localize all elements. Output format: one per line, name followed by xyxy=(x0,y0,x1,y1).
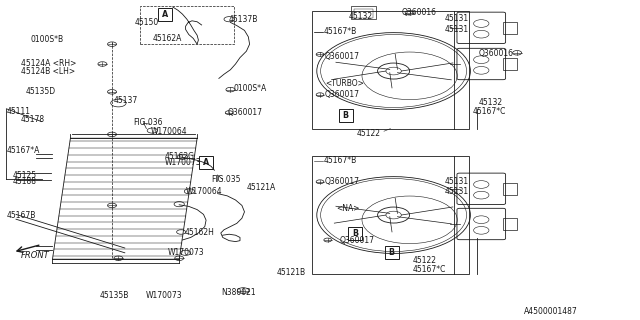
Text: A: A xyxy=(203,158,209,167)
Bar xyxy=(312,156,469,274)
Text: 45131: 45131 xyxy=(445,187,469,196)
Bar xyxy=(351,6,376,19)
Text: 45125: 45125 xyxy=(13,171,37,180)
Text: W170073: W170073 xyxy=(168,248,204,257)
Text: N380021: N380021 xyxy=(221,288,255,297)
Text: 45162A: 45162A xyxy=(152,34,182,43)
Text: 45178: 45178 xyxy=(21,115,45,124)
Text: <TURBO>: <TURBO> xyxy=(325,79,364,88)
Bar xyxy=(158,8,172,21)
Bar xyxy=(140,6,234,44)
Text: Q360017: Q360017 xyxy=(325,52,360,61)
Text: B: B xyxy=(352,229,358,238)
Bar xyxy=(503,58,517,70)
Text: 45122: 45122 xyxy=(357,129,381,138)
Text: B: B xyxy=(342,111,349,120)
Text: W170064: W170064 xyxy=(186,187,222,196)
Text: W170064: W170064 xyxy=(151,127,188,136)
Text: 45137B: 45137B xyxy=(229,15,259,24)
Text: B: B xyxy=(388,248,395,257)
Text: Q360016: Q360016 xyxy=(479,49,514,58)
Text: 0100S*B: 0100S*B xyxy=(31,36,64,44)
Bar xyxy=(503,22,517,34)
Text: 45188: 45188 xyxy=(13,177,36,186)
Text: 45111: 45111 xyxy=(6,108,31,116)
Text: 45137: 45137 xyxy=(113,96,138,105)
Text: 45167*B: 45167*B xyxy=(323,156,356,165)
Text: Q360017: Q360017 xyxy=(227,108,262,117)
Text: 45167*B: 45167*B xyxy=(323,28,356,36)
Text: Q360017: Q360017 xyxy=(339,236,374,245)
Text: 45131: 45131 xyxy=(445,25,469,34)
Bar xyxy=(339,109,353,122)
Text: 45167*C: 45167*C xyxy=(472,108,506,116)
Text: 45124B <LH>: 45124B <LH> xyxy=(21,67,76,76)
Text: 45135D: 45135D xyxy=(26,87,56,96)
Text: W170073: W170073 xyxy=(165,158,202,167)
Text: 45162H: 45162H xyxy=(184,228,214,237)
Bar xyxy=(348,227,362,240)
Text: A: A xyxy=(162,10,168,19)
Text: Q360017: Q360017 xyxy=(325,90,360,99)
Text: 0100S*A: 0100S*A xyxy=(234,84,267,93)
Text: FIG.035: FIG.035 xyxy=(211,175,241,184)
Text: 45167*A: 45167*A xyxy=(6,146,40,155)
Text: 45122: 45122 xyxy=(413,256,437,265)
Text: 45131: 45131 xyxy=(445,177,469,186)
Bar xyxy=(354,9,373,18)
Text: W170073: W170073 xyxy=(146,292,182,300)
Text: 45124A <RH>: 45124A <RH> xyxy=(21,60,77,68)
Text: 45131: 45131 xyxy=(445,14,469,23)
Text: Q360016: Q360016 xyxy=(401,8,436,17)
Bar xyxy=(199,156,213,169)
Bar xyxy=(312,11,469,129)
Text: 45167*C: 45167*C xyxy=(413,265,446,274)
Text: 45132: 45132 xyxy=(479,98,503,107)
Text: 45162G: 45162G xyxy=(165,152,195,161)
Text: 45167B: 45167B xyxy=(6,211,36,220)
Text: 45121A: 45121A xyxy=(246,183,276,192)
Text: 45150: 45150 xyxy=(134,18,159,27)
Text: 45121B: 45121B xyxy=(276,268,306,277)
Text: Q360017: Q360017 xyxy=(325,177,360,186)
Text: <NA>: <NA> xyxy=(336,204,360,213)
Bar xyxy=(503,218,517,230)
Text: FIG.036: FIG.036 xyxy=(133,118,163,127)
Text: 45135B: 45135B xyxy=(99,292,129,300)
Text: 45132: 45132 xyxy=(349,12,373,21)
Bar xyxy=(503,183,517,195)
Bar xyxy=(385,246,399,259)
Text: A4500001487: A4500001487 xyxy=(524,308,577,316)
Text: FRONT: FRONT xyxy=(20,252,49,260)
